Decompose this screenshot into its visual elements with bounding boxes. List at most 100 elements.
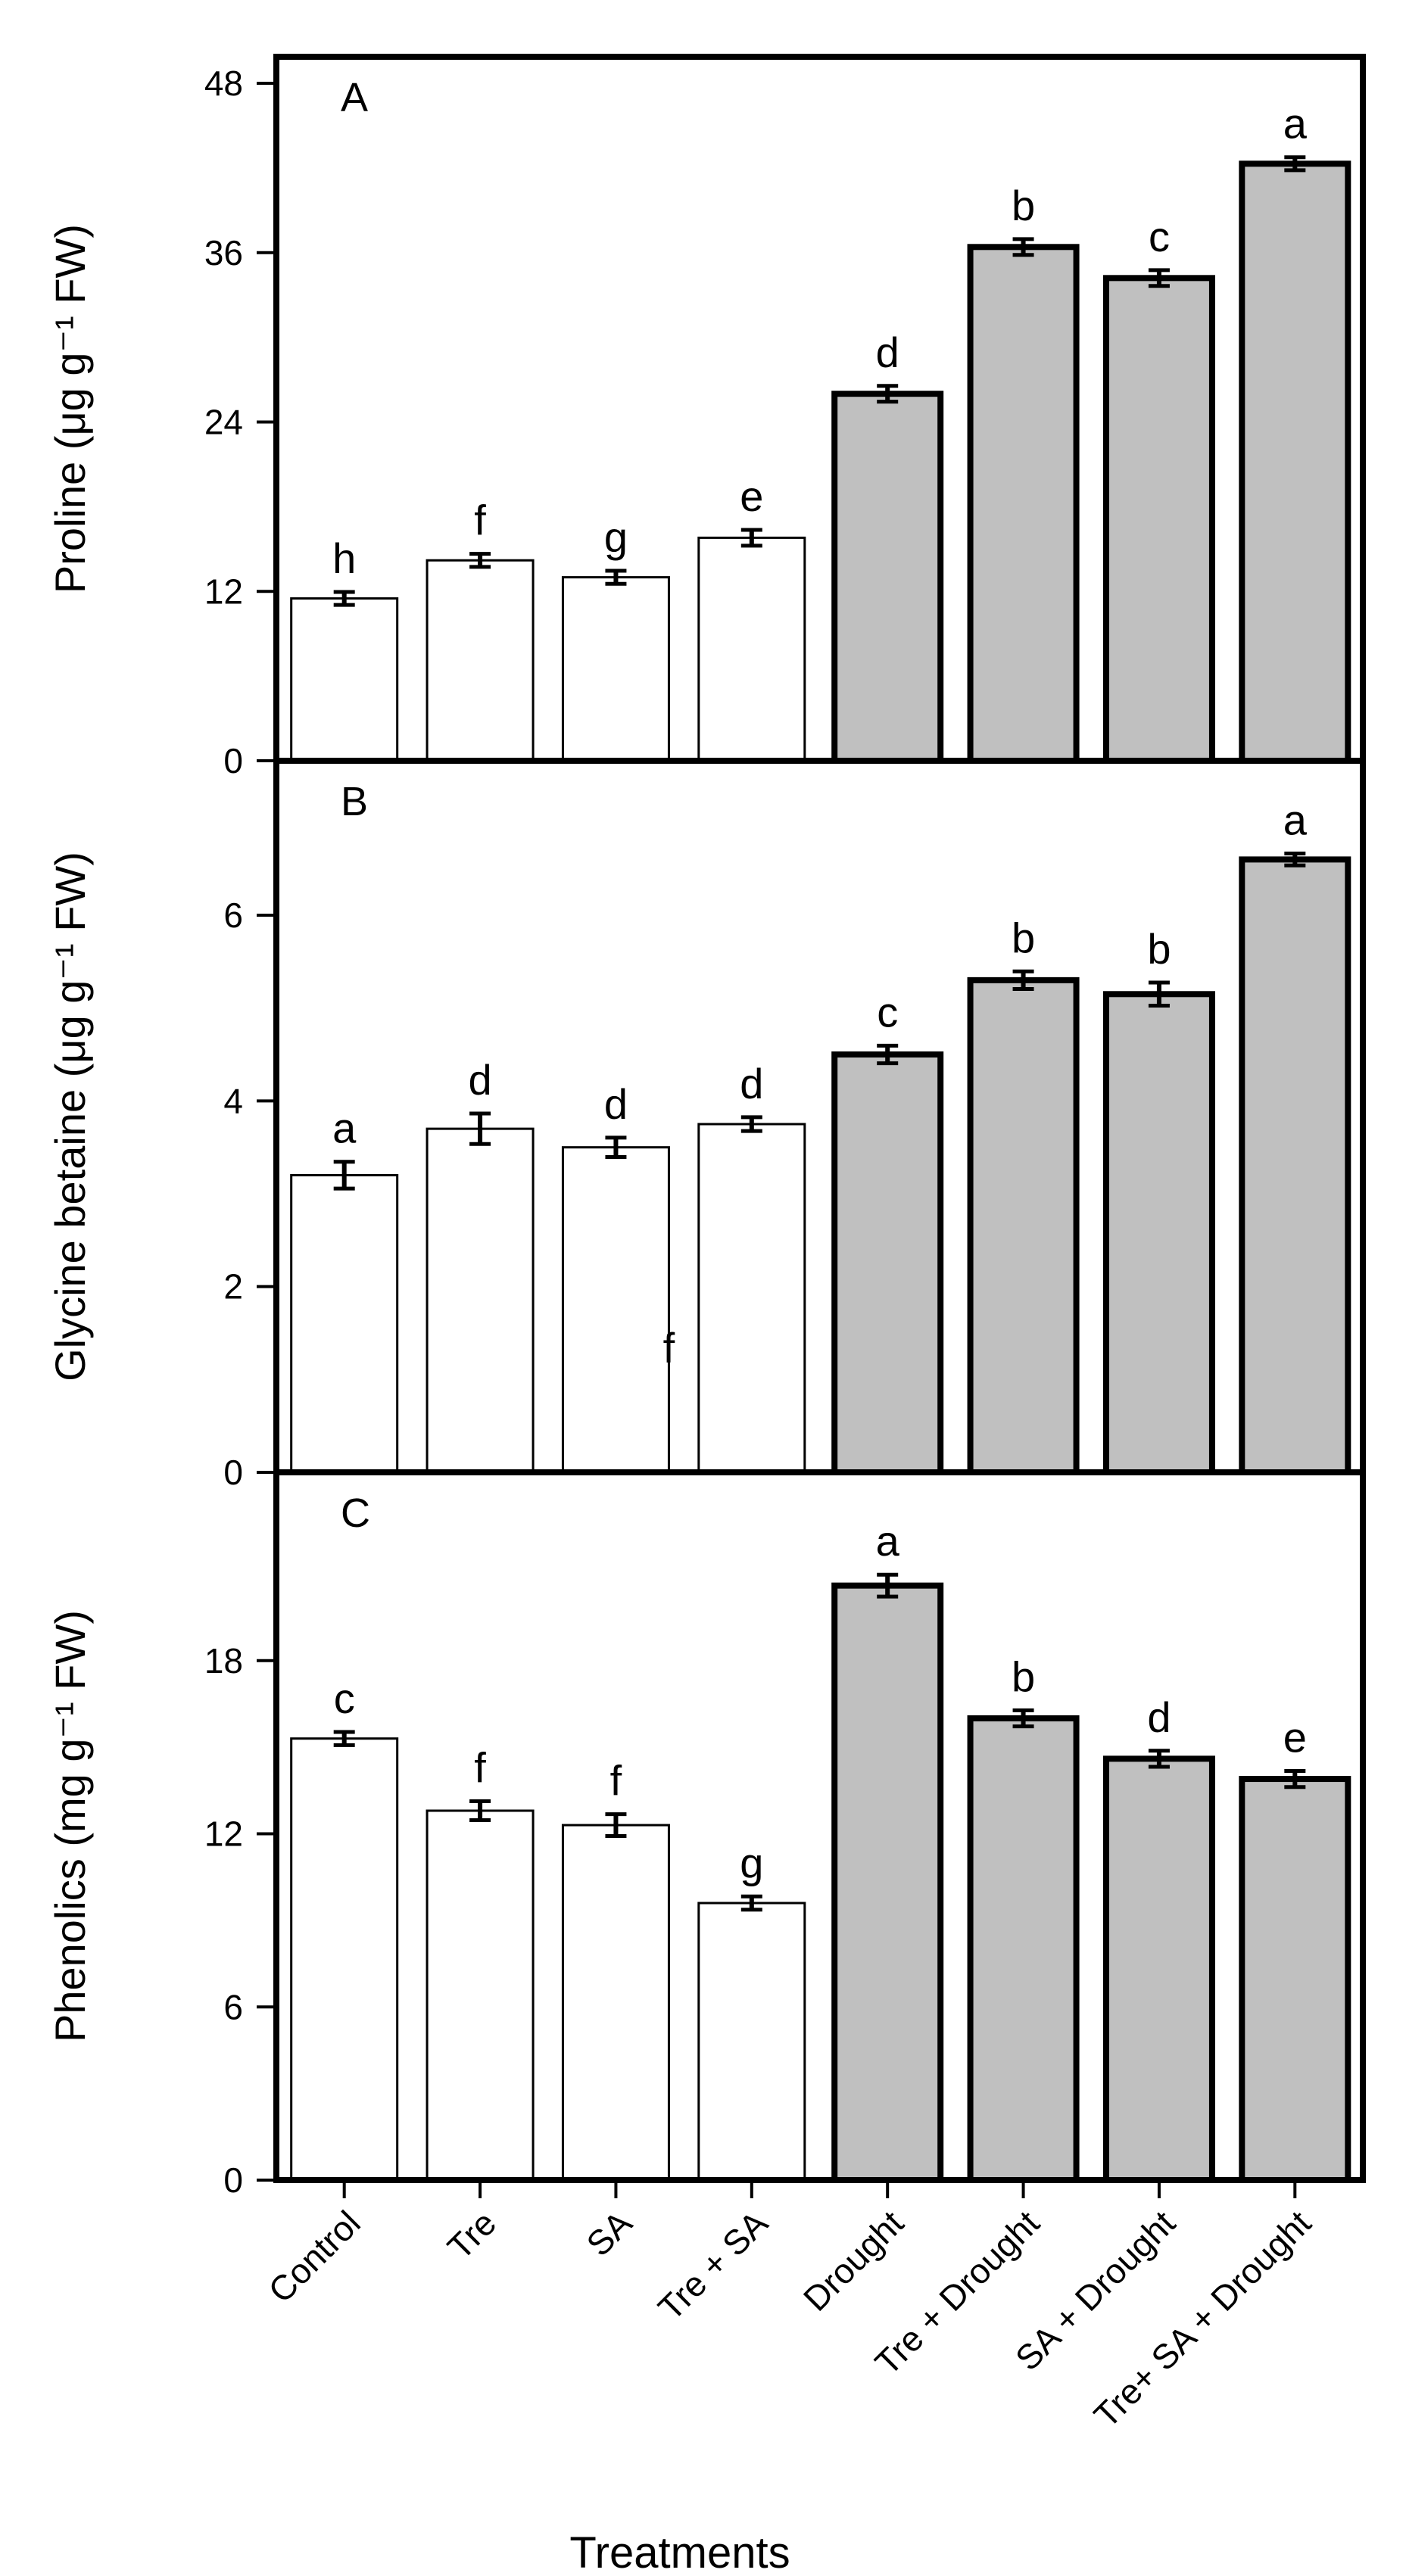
sig-letter-a-1: h [332, 534, 356, 582]
bar-a-1 [290, 597, 399, 762]
error-bar-b-7 [1148, 980, 1170, 1008]
error-bar-a-8 [1284, 155, 1306, 173]
bar-c-3 [561, 1824, 670, 2182]
sig-letter-a-8: a [1283, 100, 1308, 148]
x-tick-label-5: Drought [796, 2203, 912, 2319]
sig-letter-b-2: d [468, 1056, 491, 1104]
error-bar-b-2 [469, 1111, 491, 1146]
sig-letter-b-8: a [1283, 796, 1308, 843]
bar-b-7 [1102, 991, 1215, 1476]
x-tick-label-3: SA [578, 2203, 639, 2263]
bar-b-2 [426, 1127, 535, 1474]
error-bar-b-4 [740, 1115, 762, 1133]
bar-c-8 [1239, 1776, 1351, 2183]
sig-letter-b-6: b [1012, 914, 1035, 961]
bar-b-8 [1239, 856, 1351, 1475]
y-axis-title-b: Glycine betaine (μg g⁻¹ FW) [46, 852, 94, 1381]
bar-b-6 [967, 977, 1080, 1476]
y-tick-label-c-6: 6 [223, 1987, 243, 2026]
sig-letter-a-3: g [604, 513, 628, 561]
error-bar-b-1 [333, 1160, 355, 1191]
error-bar-c-1 [333, 1730, 355, 1747]
bar-c-7 [1102, 1755, 1215, 2183]
sig-letter-b-5: c [877, 988, 898, 1036]
sig-letter-a-7: c [1149, 213, 1170, 260]
bar-b-1 [290, 1173, 399, 1474]
error-bar-a-4 [740, 528, 762, 548]
sig-letter-c-3: f [610, 1757, 622, 1805]
y-axis-title-c: Phenolics (mg g⁻¹ FW) [46, 1610, 94, 2042]
y-tick-label-a-24: 24 [204, 403, 243, 442]
y-tick-label-b-2: 2 [223, 1267, 243, 1307]
bar-b-3 [561, 1146, 670, 1474]
sig-letter-a-5: d [876, 329, 899, 376]
error-bar-c-7 [1148, 1749, 1170, 1769]
error-bar-a-6 [1012, 237, 1034, 257]
error-bar-a-3 [605, 568, 627, 586]
error-bar-b-8 [1284, 851, 1306, 867]
error-bar-a-7 [1148, 268, 1170, 288]
stray-letter-b: f [663, 1324, 675, 1372]
bar-b-4 [697, 1123, 806, 1474]
sig-letter-c-6: b [1012, 1652, 1035, 1700]
bar-a-5 [831, 391, 944, 764]
bar-a-7 [1102, 275, 1215, 764]
error-bar-c-8 [1284, 1768, 1306, 1789]
error-bar-b-3 [605, 1135, 627, 1159]
x-tick-label-1: Control [260, 2203, 368, 2310]
panel-letter-c: C [341, 1490, 370, 1536]
bar-c-2 [426, 1809, 535, 2182]
bar-a-8 [1239, 160, 1351, 764]
error-bar-c-4 [740, 1894, 762, 1912]
sig-letter-b-3: d [604, 1080, 628, 1128]
error-bar-c-3 [605, 1812, 627, 1838]
y-tick-label-a-48: 48 [204, 64, 243, 103]
sig-letter-b-1: a [332, 1104, 357, 1152]
sig-letter-c-8: e [1283, 1713, 1307, 1761]
sig-letter-c-1: c [334, 1674, 355, 1722]
bar-c-6 [967, 1715, 1080, 2183]
bar-a-4 [697, 536, 806, 762]
bar-c-5 [831, 1582, 944, 2183]
sig-letter-c-2: f [474, 1743, 486, 1791]
sig-letter-b-4: d [740, 1060, 763, 1107]
sig-letter-a-6: b [1012, 182, 1035, 229]
sig-letter-b-7: b [1147, 925, 1171, 973]
bar-a-6 [967, 244, 1080, 764]
panel-a: h f g e d b c a 0 12 24 36 48 A Proline (μg g⁻¹ FW) [46, 54, 1366, 780]
error-bar-a-1 [333, 590, 355, 607]
y-tick-label-b-0: 0 [223, 1453, 243, 1492]
bar-c-4 [697, 1902, 806, 2182]
error-bar-b-6 [1012, 969, 1034, 991]
y-tick-label-a-36: 36 [204, 233, 243, 273]
sig-letter-c-7: d [1147, 1693, 1171, 1741]
panel-frame-c [273, 1469, 1366, 2183]
sig-letter-a-4: e [740, 472, 763, 520]
y-tick-label-c-12: 12 [204, 1814, 243, 1854]
error-bar-c-2 [469, 1799, 491, 1823]
y-tick-label-c-0: 0 [223, 2160, 243, 2200]
y-tick-label-b-4: 4 [223, 1081, 243, 1120]
x-axis-title: Treatments [569, 2528, 790, 2576]
error-bar-a-5 [877, 384, 899, 404]
y-tick-label-b-6: 6 [223, 896, 243, 935]
sig-letter-c-4: g [740, 1839, 763, 1886]
y-tick-label-c-18: 18 [204, 1641, 243, 1680]
error-bar-c-5 [877, 1572, 899, 1599]
x-tick-label-2: Tre [440, 2203, 503, 2266]
panel-letter-b: B [341, 779, 368, 824]
bar-b-5 [831, 1051, 944, 1475]
y-axis-title-a: Proline (μg g⁻¹ FW) [46, 224, 94, 593]
sig-letter-c-5: a [876, 1517, 900, 1565]
y-tick-label-a-0: 0 [223, 741, 243, 780]
y-tick-label-a-12: 12 [204, 572, 243, 611]
sig-letter-a-2: f [474, 497, 486, 544]
panel-c: c f f g a b d e 0 6 12 18 C Phenolics (mg g⁻¹ FW) [46, 1469, 1366, 2200]
error-bar-b-5 [877, 1043, 899, 1066]
panel-letter-a: A [341, 75, 368, 120]
error-bar-c-6 [1012, 1708, 1034, 1729]
bar-c-1 [290, 1737, 399, 2182]
